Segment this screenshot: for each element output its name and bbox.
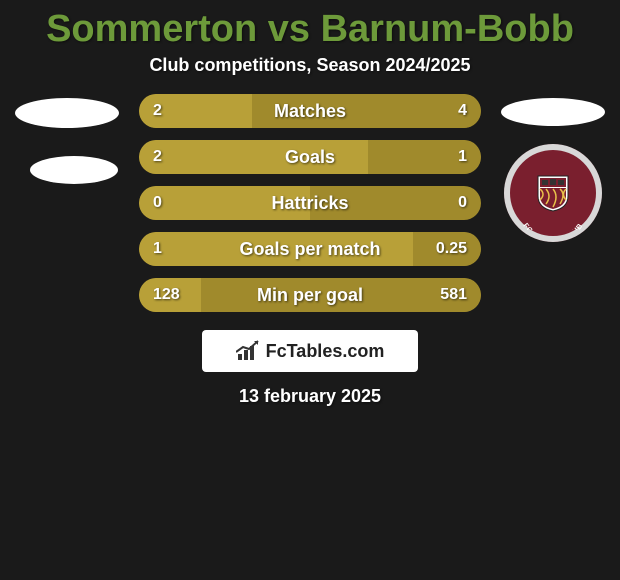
badge-text-bottom-arc: FOOTBALL CLUB [513,214,593,230]
page-title: Sommerton vs Barnum-Bobb [0,0,620,55]
badge-text-top-arc: CHELMSFORD CITY [513,156,593,172]
stat-bar: 10.25Goals per match [139,232,481,266]
footer-date: 13 february 2025 [0,386,620,407]
badge-shield-icon [536,174,570,212]
svg-text:CHELMSFORD CITY: CHELMSFORD CITY [515,156,592,157]
right-player-col: CHELMSFORD CITY [499,94,607,242]
bar-label: Hattricks [139,186,481,220]
brand-text: FcTables.com [266,341,385,362]
stat-bar: 00Hattricks [139,186,481,220]
badge-text-bottom: FOOTBALL CLUB [521,221,584,230]
brand-box: FcTables.com [202,330,418,372]
left-player-col [13,94,121,184]
bar-label: Matches [139,94,481,128]
stat-bar: 21Goals [139,140,481,174]
bar-label: Min per goal [139,278,481,312]
left-avatar-1 [15,98,119,128]
svg-text:FOOTBALL CLUB: FOOTBALL CLUB [521,221,584,230]
right-avatar-1 [501,98,605,126]
brand-chart-icon [236,340,260,362]
bar-label: Goals [139,140,481,174]
stat-bar: 24Matches [139,94,481,128]
stat-bar: 128581Min per goal [139,278,481,312]
badge-inner: CHELMSFORD CITY [504,144,602,242]
badge-text-top: CHELMSFORD CITY [515,156,592,157]
left-avatar-2 [30,156,118,184]
comparison-area: 24Matches 21Goals 00Hattricks 10.25Goals pe… [0,94,620,312]
club-badge: CHELMSFORD CITY [504,144,602,242]
subtitle: Club competitions, Season 2024/2025 [0,55,620,94]
bar-label: Goals per match [139,232,481,266]
stat-bars: 24Matches 21Goals 00Hattricks 10.25Goals pe… [139,94,481,312]
